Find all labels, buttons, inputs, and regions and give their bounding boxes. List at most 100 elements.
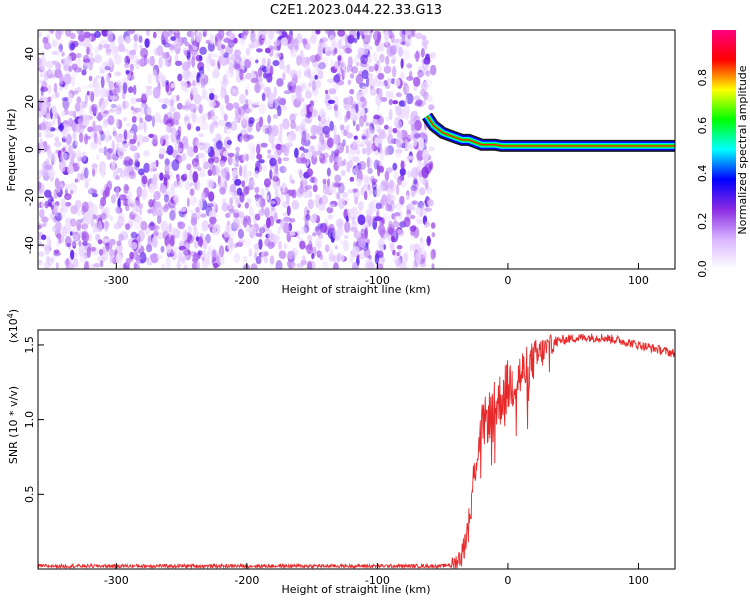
- heatmap-cell: [46, 257, 54, 266]
- heatmap-cell: [241, 180, 246, 188]
- heatmap-cell: [341, 59, 346, 71]
- heatmap-cell: [343, 129, 347, 137]
- heatmap-cell: [76, 219, 82, 231]
- spectrogram-x-ticks: -300 -200 -100 0 100: [104, 263, 649, 287]
- heatmap-cell: [53, 215, 58, 223]
- heatmap-cell: [224, 94, 230, 105]
- heatmap-cell: [412, 259, 418, 269]
- heatmap-cell: [224, 125, 228, 134]
- heatmap-cell: [45, 121, 53, 130]
- heatmap-cell: [152, 31, 157, 39]
- heatmap-cell: [193, 145, 199, 154]
- heatmap-cell: [165, 257, 171, 269]
- heatmap-cell: [303, 62, 310, 70]
- heatmap-cell: [314, 125, 322, 133]
- heatmap-cell: [186, 197, 190, 208]
- heatmap-cell: [356, 178, 362, 187]
- heatmap-cell: [187, 225, 192, 234]
- heatmap-cell: [243, 238, 252, 247]
- heatmap-cell: [322, 260, 329, 269]
- heatmap-cell: [48, 73, 56, 79]
- y-tick-label: 20: [23, 95, 36, 109]
- heatmap-cell: [395, 202, 403, 211]
- heatmap-cell: [400, 180, 408, 188]
- heatmap-cell: [72, 131, 77, 141]
- heatmap-cell: [94, 189, 98, 195]
- heatmap-cell: [156, 254, 163, 260]
- heatmap-cell: [94, 54, 102, 64]
- heatmap-cell: [195, 126, 201, 132]
- heatmap-cell: [428, 161, 433, 170]
- heatmap-cell: [57, 150, 62, 159]
- heatmap-cell: [44, 164, 53, 170]
- heatmap-cells: [38, 30, 675, 269]
- heatmap-cell: [258, 238, 263, 250]
- heatmap-cell: [277, 240, 282, 250]
- heatmap-cell: [123, 165, 129, 177]
- heatmap-cell: [411, 167, 418, 179]
- heatmap-cell: [362, 184, 368, 193]
- heatmap-cell: [415, 32, 423, 40]
- heatmap-cell: [98, 147, 105, 154]
- heatmap-cell: [388, 99, 393, 106]
- heatmap-cell: [151, 236, 158, 248]
- heatmap-cell: [97, 111, 102, 122]
- heatmap-cell: [409, 225, 417, 232]
- heatmap-cell: [351, 216, 356, 225]
- heatmap-cell: [399, 195, 405, 205]
- heatmap-cell: [125, 204, 130, 212]
- heatmap-cell: [416, 216, 420, 225]
- heatmap-cell: [190, 217, 198, 226]
- heatmap-cell: [266, 62, 270, 72]
- heatmap-cell: [251, 144, 256, 153]
- heatmap-cell: [430, 248, 437, 260]
- heatmap-cell: [363, 190, 368, 201]
- heatmap-cell: [125, 257, 131, 267]
- heatmap-cell: [373, 114, 381, 120]
- heatmap-cell: [94, 133, 98, 145]
- heatmap-cell: [68, 117, 74, 127]
- heatmap-cell: [118, 43, 125, 53]
- heatmap-cell: [40, 85, 44, 96]
- heatmap-cell: [102, 99, 109, 106]
- heatmap-cell: [76, 208, 81, 217]
- heatmap-cell: [153, 232, 159, 238]
- heatmap-cell: [354, 156, 360, 163]
- heatmap-cell: [279, 58, 285, 70]
- heatmap-cell: [255, 59, 259, 64]
- heatmap-cell: [236, 187, 243, 196]
- heatmap-cell: [166, 123, 172, 134]
- heatmap-cell: [113, 170, 119, 180]
- heatmap-cell: [223, 113, 228, 122]
- heatmap-cell: [114, 71, 122, 77]
- heatmap-cell: [217, 39, 223, 51]
- heatmap-cell: [127, 30, 135, 35]
- heatmap-cell: [350, 221, 358, 230]
- heatmap-cell: [260, 82, 264, 90]
- heatmap-cell: [173, 41, 181, 49]
- heatmap-cell: [416, 150, 425, 161]
- heatmap-cell: [46, 235, 51, 244]
- heatmap-cell: [326, 78, 335, 84]
- heatmap-cell: [157, 232, 164, 240]
- heatmap-cell: [165, 150, 173, 155]
- heatmap-cell: [369, 88, 377, 96]
- heatmap-cell: [235, 197, 241, 207]
- heatmap-cell: [236, 199, 241, 205]
- heatmap-cell: [216, 42, 224, 52]
- heatmap-cell: [318, 61, 326, 70]
- heatmap-cell: [301, 83, 306, 89]
- heatmap-cell: [160, 245, 165, 253]
- heatmap-cell: [254, 186, 260, 194]
- heatmap-cell: [431, 232, 436, 238]
- heatmap-cell: [270, 203, 275, 212]
- heatmap-cell: [337, 55, 342, 61]
- heatmap-cell: [223, 229, 230, 238]
- heatmap-cell: [379, 243, 385, 252]
- heatmap-cell: [350, 146, 356, 155]
- heatmap-cell: [289, 231, 296, 237]
- heatmap-cell: [176, 148, 183, 153]
- heatmap-cell: [88, 188, 96, 195]
- heatmap-cell: [146, 106, 152, 116]
- heatmap-cell: [422, 149, 430, 161]
